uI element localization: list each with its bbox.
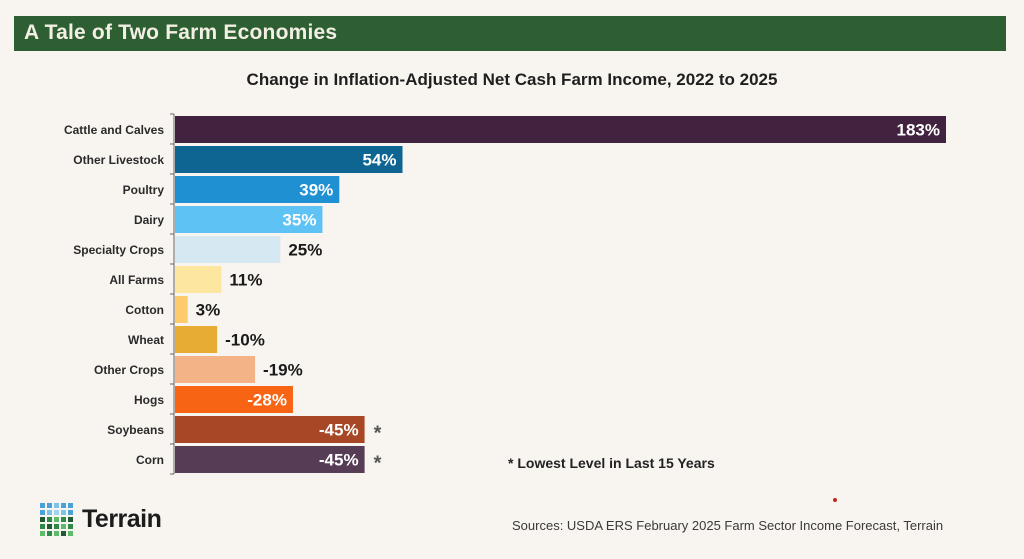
category-label: Dairy <box>134 213 164 227</box>
bar-hogs <box>175 386 293 413</box>
category-label: Corn <box>136 453 164 467</box>
data-label: 25% <box>288 241 322 260</box>
category-label: Specialty Crops <box>73 243 164 257</box>
footnote: * Lowest Level in Last 15 Years <box>508 455 715 471</box>
logo-dot <box>54 524 59 529</box>
logo-dot <box>68 510 73 515</box>
logo-dot <box>47 524 52 529</box>
category-label: Poultry <box>123 183 165 197</box>
logo-dot <box>47 503 52 508</box>
category-label: Other Livestock <box>73 153 164 167</box>
logo-dot <box>54 510 59 515</box>
logo-dot <box>54 517 59 522</box>
category-label: Hogs <box>134 393 164 407</box>
category-label: All Farms <box>109 273 164 287</box>
logo-dot <box>40 524 45 529</box>
data-label: -45% <box>319 451 359 470</box>
bar-specialty-crops <box>175 236 281 263</box>
category-label: Cotton <box>125 303 164 317</box>
bar-cattle-and-calves <box>175 116 946 143</box>
category-label: Other Crops <box>94 363 164 377</box>
logo-dot <box>61 503 66 508</box>
data-label: -19% <box>263 361 303 380</box>
data-label: 183% <box>897 121 940 140</box>
bar-corn <box>175 446 365 473</box>
red-dot-mark <box>833 498 837 502</box>
terrain-logo-text: Terrain <box>82 505 162 533</box>
category-label: Soybeans <box>107 423 164 437</box>
logo-dot <box>68 524 73 529</box>
logo-dot <box>61 524 66 529</box>
category-label: Cattle and Calves <box>64 123 164 137</box>
terrain-logo-icon <box>40 503 73 536</box>
data-label: -10% <box>225 331 265 350</box>
data-label: 3% <box>196 301 221 320</box>
data-label: -28% <box>247 391 287 410</box>
logo-dot <box>68 517 73 522</box>
bar-dairy <box>175 206 323 233</box>
asterisk-marker: * <box>374 453 382 475</box>
bar-soybeans <box>175 416 365 443</box>
bar-wheat <box>175 326 218 353</box>
logo-dot <box>54 503 59 508</box>
data-label: 39% <box>299 181 333 200</box>
bar-other-livestock <box>175 146 403 173</box>
logo-dot <box>40 503 45 508</box>
logo-dot <box>61 517 66 522</box>
logo-dot <box>54 531 59 536</box>
logo-dot <box>47 517 52 522</box>
bar-cotton <box>175 296 188 323</box>
category-label: Wheat <box>128 333 164 347</box>
page-title: A Tale of Two Farm Economies <box>24 21 338 44</box>
logo-dot <box>68 531 73 536</box>
logo-dot <box>47 531 52 536</box>
logo-dot <box>40 531 45 536</box>
bar-poultry <box>175 176 340 203</box>
sources-note: Sources: USDA ERS February 2025 Farm Sec… <box>512 518 944 533</box>
logo-dot <box>40 510 45 515</box>
title-banner: A Tale of Two Farm Economies <box>14 16 1006 51</box>
bar-other-crops <box>175 356 256 383</box>
data-label: -45% <box>319 421 359 440</box>
data-label: 54% <box>362 151 396 170</box>
logo-dot <box>68 503 73 508</box>
bar-all-farms <box>175 266 222 293</box>
data-label: 11% <box>229 271 262 290</box>
data-label: 35% <box>282 211 316 230</box>
asterisk-marker: * <box>374 423 382 445</box>
logo-dot <box>47 510 52 515</box>
logo-dot <box>61 531 66 536</box>
chart-title: Change in Inflation-Adjusted Net Cash Fa… <box>246 70 778 89</box>
logo-dot <box>40 517 45 522</box>
logo-dot <box>61 510 66 515</box>
